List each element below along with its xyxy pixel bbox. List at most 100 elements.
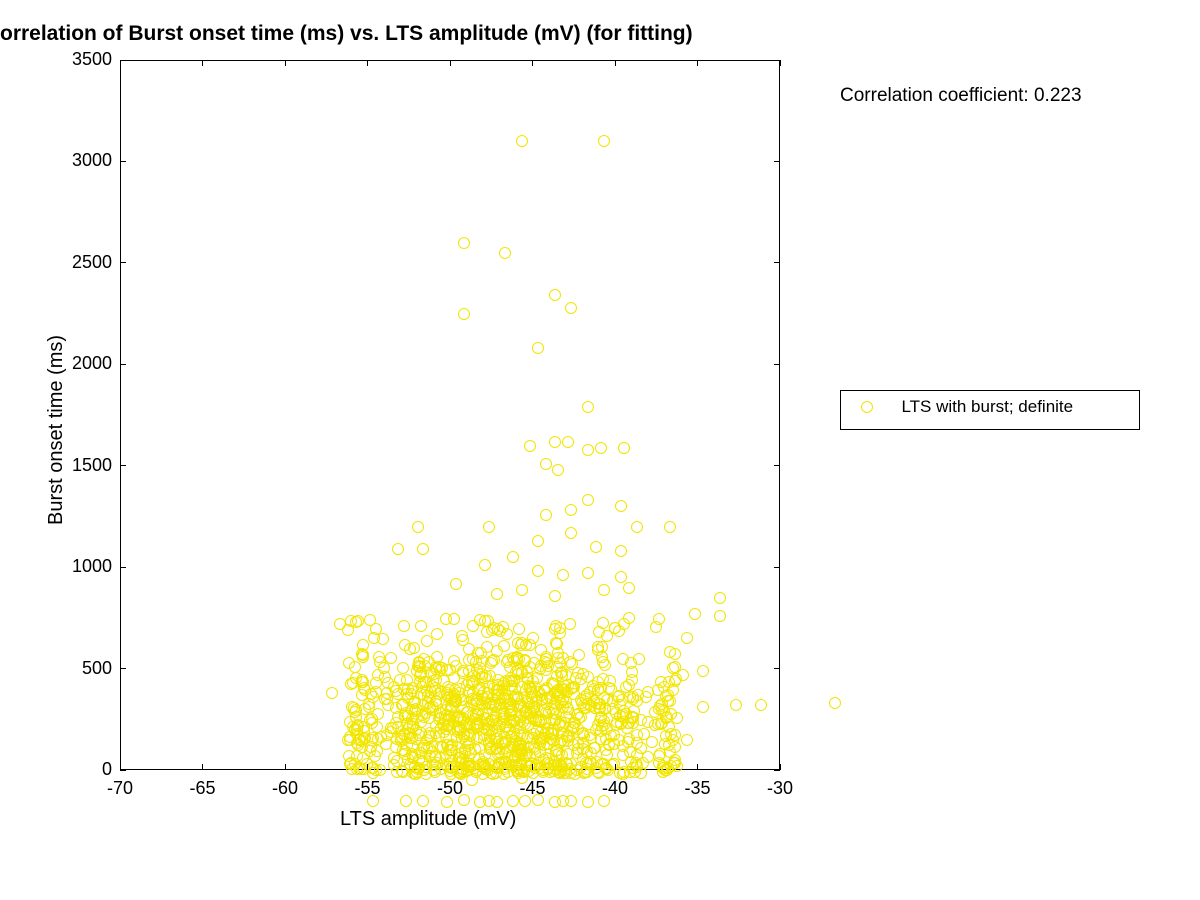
scatter-point	[501, 727, 513, 739]
scatter-point	[472, 718, 484, 730]
legend-label: LTS with burst; definite	[901, 397, 1073, 416]
scatter-point	[607, 695, 619, 707]
scatter-point	[681, 632, 693, 644]
y-tick-label: 2500	[72, 252, 112, 273]
scatter-point	[697, 665, 709, 677]
scatter-point	[595, 442, 607, 454]
scatter-point	[507, 551, 519, 563]
scatter-point	[598, 135, 610, 147]
y-tick-right	[774, 770, 780, 771]
y-tick-right	[774, 60, 780, 61]
y-tick-label: 3000	[72, 150, 112, 171]
scatter-point	[631, 729, 643, 741]
y-tick-right	[774, 567, 780, 568]
scatter-point	[714, 592, 726, 604]
x-tick	[532, 764, 533, 770]
scatter-point	[415, 620, 427, 632]
x-tick-top	[367, 60, 368, 66]
scatter-point	[565, 504, 577, 516]
x-tick	[697, 764, 698, 770]
scatter-point	[377, 633, 389, 645]
scatter-point	[463, 665, 475, 677]
scatter-point	[597, 617, 609, 629]
scatter-point	[457, 634, 469, 646]
scatter-point	[428, 668, 440, 680]
y-tick	[120, 668, 126, 669]
x-tick-top	[697, 60, 698, 66]
scatter-point	[359, 684, 371, 696]
x-tick-top	[285, 60, 286, 66]
x-tick-top	[615, 60, 616, 66]
scatter-point	[373, 651, 385, 663]
x-tick-label: -60	[255, 778, 315, 799]
scatter-point	[591, 697, 603, 709]
scatter-point	[415, 688, 427, 700]
scatter-point	[390, 717, 402, 729]
scatter-point	[449, 690, 461, 702]
x-tick-top	[532, 60, 533, 66]
x-tick-label: -45	[503, 778, 563, 799]
legend: LTS with burst; definite	[840, 390, 1140, 430]
scatter-point	[582, 444, 594, 456]
x-tick-top	[202, 60, 203, 66]
scatter-point	[582, 401, 594, 413]
scatter-point	[631, 521, 643, 533]
scatter-point	[450, 578, 462, 590]
scatter-point	[381, 729, 393, 741]
scatter-point	[417, 543, 429, 555]
scatter-point	[508, 655, 520, 667]
scatter-point	[479, 559, 491, 571]
scatter-point	[582, 494, 594, 506]
plot-area	[120, 60, 780, 770]
scatter-point	[406, 713, 418, 725]
scatter-point	[454, 713, 466, 725]
scatter-point	[499, 247, 511, 259]
scatter-point	[485, 657, 497, 669]
scatter-point	[516, 135, 528, 147]
scatter-point	[351, 763, 363, 775]
scatter-point	[397, 662, 409, 674]
scatter-point	[540, 651, 552, 663]
scatter-point	[549, 289, 561, 301]
scatter-point	[565, 795, 577, 807]
x-axis-label: LTS amplitude (mV)	[340, 808, 516, 831]
scatter-point	[400, 795, 412, 807]
scatter-point	[532, 535, 544, 547]
x-tick-label: -55	[338, 778, 398, 799]
scatter-point	[359, 703, 371, 715]
scatter-point	[529, 747, 541, 759]
scatter-point	[714, 610, 726, 622]
y-tick	[120, 567, 126, 568]
scatter-point	[553, 747, 565, 759]
scatter-point	[551, 691, 563, 703]
scatter-point	[442, 739, 454, 751]
scatter-point	[369, 750, 381, 762]
scatter-point	[755, 699, 767, 711]
scatter-point	[730, 699, 742, 711]
y-tick	[120, 364, 126, 365]
scatter-point	[572, 667, 584, 679]
scatter-point	[664, 746, 676, 758]
scatter-point	[677, 669, 689, 681]
y-tick-right	[774, 161, 780, 162]
scatter-point	[456, 732, 468, 744]
y-tick	[120, 262, 126, 263]
y-tick-right	[774, 262, 780, 263]
correlation-annotation: Correlation coefficient: 0.223	[840, 85, 1082, 107]
x-tick-top	[120, 60, 121, 66]
scatter-point	[631, 749, 643, 761]
scatter-point	[613, 625, 625, 637]
y-tick-right	[774, 668, 780, 669]
x-tick-label: -50	[420, 778, 480, 799]
y-axis-label: Burst onset time (ms)	[45, 335, 68, 525]
scatter-point	[571, 764, 583, 776]
scatter-point	[479, 672, 491, 684]
scatter-point	[342, 624, 354, 636]
scatter-point	[549, 590, 561, 602]
scatter-point	[617, 653, 629, 665]
scatter-point	[562, 436, 574, 448]
scatter-point	[560, 711, 572, 723]
scatter-point	[664, 521, 676, 533]
scatter-point	[516, 584, 528, 596]
x-tick	[202, 764, 203, 770]
